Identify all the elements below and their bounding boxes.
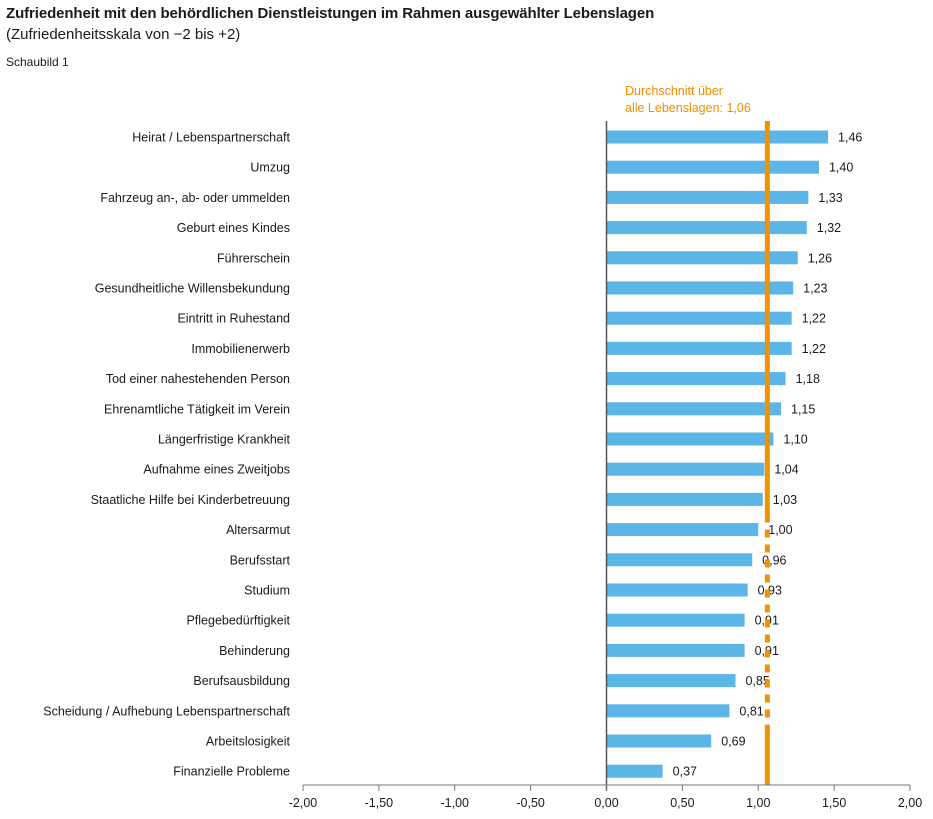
- bar: [606, 160, 819, 174]
- value-label: 0,37: [673, 765, 697, 779]
- category-label: Heirat / Lebenspartnerschaft: [132, 131, 290, 145]
- bar: [606, 704, 730, 718]
- x-tick-label: -2,00: [289, 796, 318, 810]
- value-label: 1,23: [803, 282, 827, 296]
- bar: [606, 462, 765, 476]
- chart-subtitle: (Zufriedenheitsskala von −2 bis +2): [6, 26, 241, 43]
- chart-title: Zufriedenheit mit den behördlichen Diens…: [6, 5, 655, 22]
- value-label: 1,46: [838, 131, 862, 145]
- bar: [606, 372, 786, 386]
- x-tick-label: -0,50: [516, 796, 545, 810]
- value-label: 1,10: [783, 433, 807, 447]
- value-label: 1,40: [829, 161, 853, 175]
- category-label: Pflegebedürftigkeit: [186, 614, 290, 628]
- x-tick-label: 1,50: [822, 796, 846, 810]
- bar: [606, 190, 809, 204]
- category-label: Aufnahme eines Zweitjobs: [143, 463, 290, 477]
- category-label: Führerschein: [217, 251, 290, 265]
- value-label: 1,03: [773, 493, 797, 507]
- category-label: Ehrenamtliche Tätigkeit im Verein: [104, 402, 290, 416]
- category-label: Staatliche Hilfe bei Kinderbetreuung: [91, 493, 290, 507]
- bar: [606, 553, 753, 567]
- category-label: Immobilienerwerb: [191, 342, 290, 356]
- bar: [606, 674, 736, 688]
- category-label: Scheidung / Aufhebung Lebenspartnerschaf…: [43, 704, 290, 718]
- bar: [606, 402, 782, 416]
- category-label: Eintritt in Ruhestand: [177, 312, 290, 326]
- category-label: Fahrzeug an-, ab- oder ummelden: [100, 191, 290, 205]
- bar: [606, 281, 794, 295]
- value-label: 1,22: [802, 312, 826, 326]
- category-label: Tod einer nahestehenden Person: [106, 372, 290, 386]
- value-label: 1,33: [818, 191, 842, 205]
- x-tick-label: 0,00: [594, 796, 618, 810]
- value-label: 0,85: [745, 674, 769, 688]
- category-label: Längerfristige Krankheit: [158, 433, 291, 447]
- value-label: 1,04: [774, 463, 798, 477]
- value-label: 1,26: [808, 251, 832, 265]
- x-tick-label: 1,00: [746, 796, 770, 810]
- x-tick-label: -1,50: [365, 796, 394, 810]
- category-label: Berufsausbildung: [193, 674, 290, 688]
- category-label: Gesundheitliche Willensbekundung: [95, 282, 290, 296]
- value-label: 0,69: [721, 735, 745, 749]
- figure-label: Schaubild 1: [6, 55, 69, 69]
- value-label: 1,18: [796, 372, 820, 386]
- bar: [606, 432, 774, 446]
- bar: [606, 221, 807, 235]
- bar: [606, 341, 792, 355]
- value-label: 1,22: [802, 342, 826, 356]
- bar: [606, 523, 759, 537]
- bar: [606, 251, 798, 265]
- x-tick-label: 0,50: [670, 796, 694, 810]
- bar: [606, 130, 829, 144]
- bar: [606, 583, 748, 597]
- value-label: 1,15: [791, 402, 815, 416]
- bar: [606, 311, 792, 325]
- value-label: 1,00: [768, 523, 792, 537]
- category-label: Altersarmut: [226, 523, 290, 537]
- average-label: Durchschnitt über: [625, 84, 723, 98]
- bar: [606, 613, 745, 627]
- average-label: alle Lebenslagen: 1,06: [625, 101, 751, 115]
- category-label: Studium: [244, 584, 290, 598]
- bar: [606, 643, 745, 657]
- bar: [606, 734, 712, 748]
- value-label: 0,81: [739, 704, 763, 718]
- bar: [606, 764, 663, 778]
- x-tick-label: 2,00: [898, 796, 922, 810]
- category-label: Umzug: [250, 161, 290, 175]
- category-label: Arbeitslosigkeit: [206, 735, 291, 749]
- x-tick-label: -1,00: [441, 796, 470, 810]
- bar: [606, 492, 763, 506]
- category-label: Berufsstart: [230, 553, 291, 567]
- category-label: Geburt eines Kindes: [177, 221, 290, 235]
- category-label: Finanzielle Probleme: [173, 765, 290, 779]
- value-label: 1,32: [817, 221, 841, 235]
- category-label: Behinderung: [219, 644, 290, 658]
